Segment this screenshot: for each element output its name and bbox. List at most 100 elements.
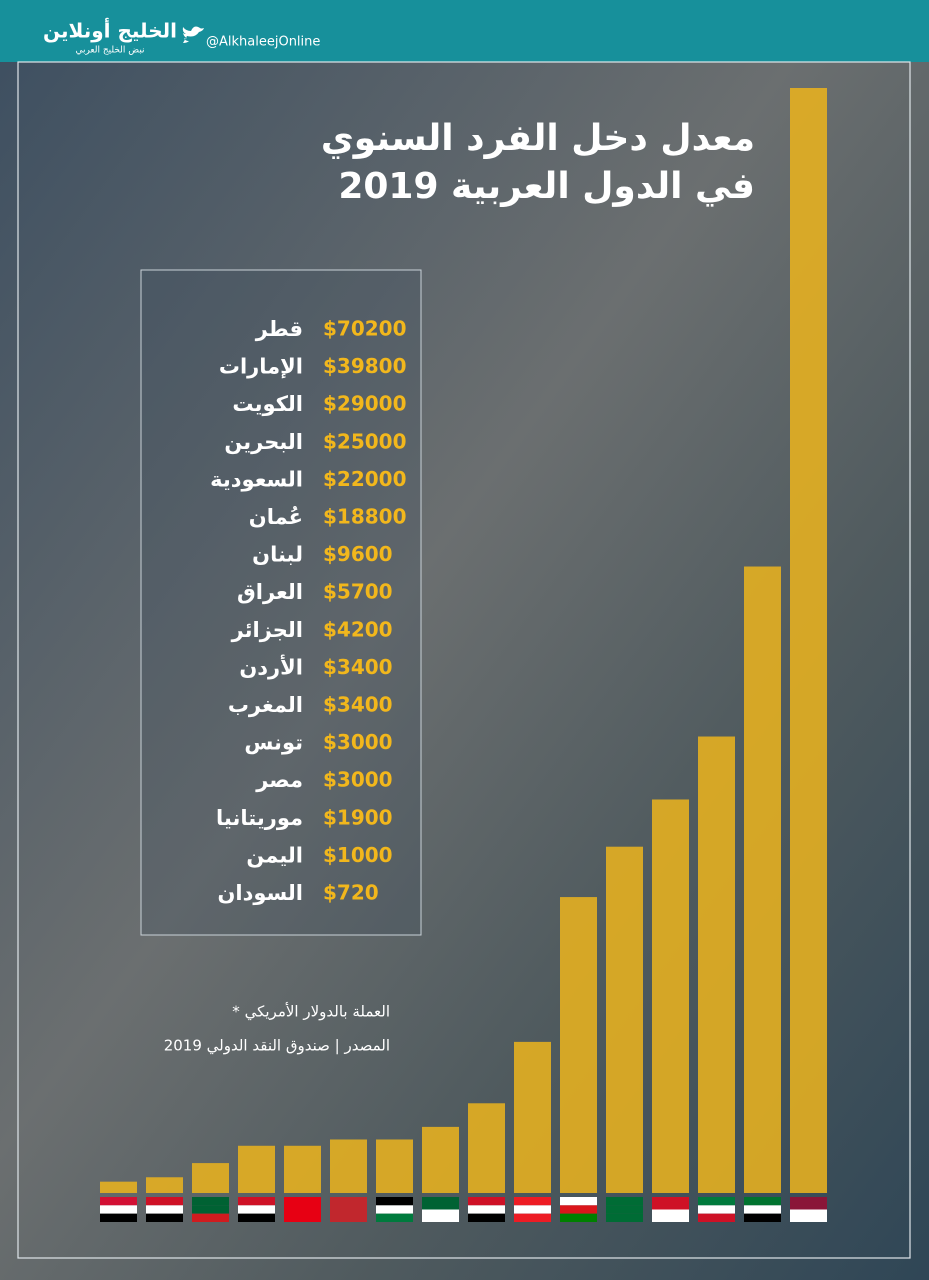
value-label: $4200 — [323, 617, 393, 641]
flag — [100, 1205, 137, 1214]
bar — [468, 1103, 505, 1193]
flag — [468, 1213, 505, 1222]
value-label: $22000 — [323, 467, 407, 491]
flag — [652, 1209, 689, 1222]
note: * العملة بالدولار الأمريكي — [232, 1002, 390, 1022]
bar — [422, 1126, 459, 1193]
flag — [698, 1197, 735, 1206]
flag — [376, 1205, 413, 1214]
country-name: لبنان — [252, 543, 303, 567]
flag — [468, 1197, 505, 1206]
title-line: في الدول العربية 2019 — [338, 166, 755, 207]
country-name: البحرين — [224, 430, 303, 454]
bar — [100, 1181, 137, 1193]
flag — [606, 1205, 643, 1214]
flag — [560, 1213, 597, 1222]
value-label: $3400 — [323, 655, 393, 679]
bar — [744, 566, 781, 1193]
title-line: معدل دخل الفرد السنوي — [321, 118, 755, 159]
flag — [100, 1213, 137, 1222]
bar — [284, 1145, 321, 1193]
bar — [376, 1139, 413, 1193]
tagline: نبض الخليج العربي — [75, 46, 144, 56]
flag — [744, 1205, 781, 1214]
flag — [606, 1197, 643, 1206]
flag — [330, 1197, 367, 1210]
note: المصدر | صندوق النقد الدولي 2019 — [164, 1037, 390, 1056]
flag — [284, 1197, 321, 1210]
value-label: $3000 — [323, 730, 393, 754]
value-label: $1900 — [323, 805, 393, 829]
bar — [514, 1041, 551, 1193]
value-label: $3000 — [323, 768, 393, 792]
flag — [192, 1197, 229, 1206]
value-label: $25000 — [323, 429, 407, 453]
flag — [514, 1197, 551, 1206]
flag — [192, 1205, 229, 1214]
flag — [560, 1205, 597, 1214]
bar — [606, 846, 643, 1193]
frame — [17, 61, 911, 1259]
flag — [376, 1197, 413, 1206]
bar — [192, 1163, 229, 1193]
bar — [560, 897, 597, 1193]
flag — [790, 1209, 827, 1222]
country-name: السعودية — [210, 467, 303, 491]
value-label: $720 — [323, 881, 379, 905]
logo: الخليج أونلاين — [43, 17, 177, 43]
bar — [790, 88, 827, 1193]
value-label: $70200 — [323, 317, 407, 341]
bar — [146, 1177, 183, 1193]
flag — [560, 1197, 597, 1206]
bar — [698, 736, 735, 1193]
flag — [192, 1213, 229, 1222]
country-name: اليمن — [246, 843, 303, 867]
country-name: الإمارات — [219, 355, 303, 379]
country-name: المغرب — [228, 693, 303, 717]
value-label: $3400 — [323, 693, 393, 717]
list-panel — [140, 269, 422, 936]
bar — [330, 1139, 367, 1193]
flag — [146, 1213, 183, 1222]
value-label: $5700 — [323, 580, 393, 604]
value-label: $18800 — [323, 505, 407, 529]
flag — [698, 1205, 735, 1214]
flag — [698, 1213, 735, 1222]
flag — [744, 1213, 781, 1222]
value-label: $9600 — [323, 542, 393, 566]
value-label: $39800 — [323, 354, 407, 378]
country-name: موريتانيا — [216, 806, 303, 830]
country-name: الجزائر — [231, 618, 303, 642]
country-name: مصر — [255, 768, 303, 792]
header-bar — [0, 0, 929, 62]
flag — [514, 1213, 551, 1222]
bar — [238, 1145, 275, 1193]
country-name: تونس — [244, 731, 303, 755]
twitter-icon — [182, 26, 204, 43]
country-name: الأردن — [239, 653, 303, 679]
country-name: الكويت — [232, 392, 303, 416]
flag — [606, 1213, 643, 1222]
country-name: العراق — [237, 580, 303, 604]
bar — [652, 799, 689, 1193]
flag — [146, 1205, 183, 1214]
flag — [146, 1197, 183, 1206]
flag — [238, 1197, 275, 1206]
flag — [376, 1213, 413, 1222]
flag — [284, 1209, 321, 1222]
flag — [652, 1197, 689, 1210]
handle: @AlkhaleejOnline — [206, 35, 320, 50]
flag — [514, 1205, 551, 1214]
flag — [422, 1197, 459, 1210]
value-label: $1000 — [323, 843, 393, 867]
country-name: قطر — [255, 317, 303, 341]
flag — [468, 1205, 505, 1214]
country-name: السودان — [217, 881, 303, 905]
flag — [744, 1197, 781, 1206]
flag — [238, 1205, 275, 1214]
flag — [330, 1209, 367, 1222]
country-name: عُمان — [249, 505, 303, 529]
value-label: $29000 — [323, 392, 407, 416]
flag — [238, 1213, 275, 1222]
